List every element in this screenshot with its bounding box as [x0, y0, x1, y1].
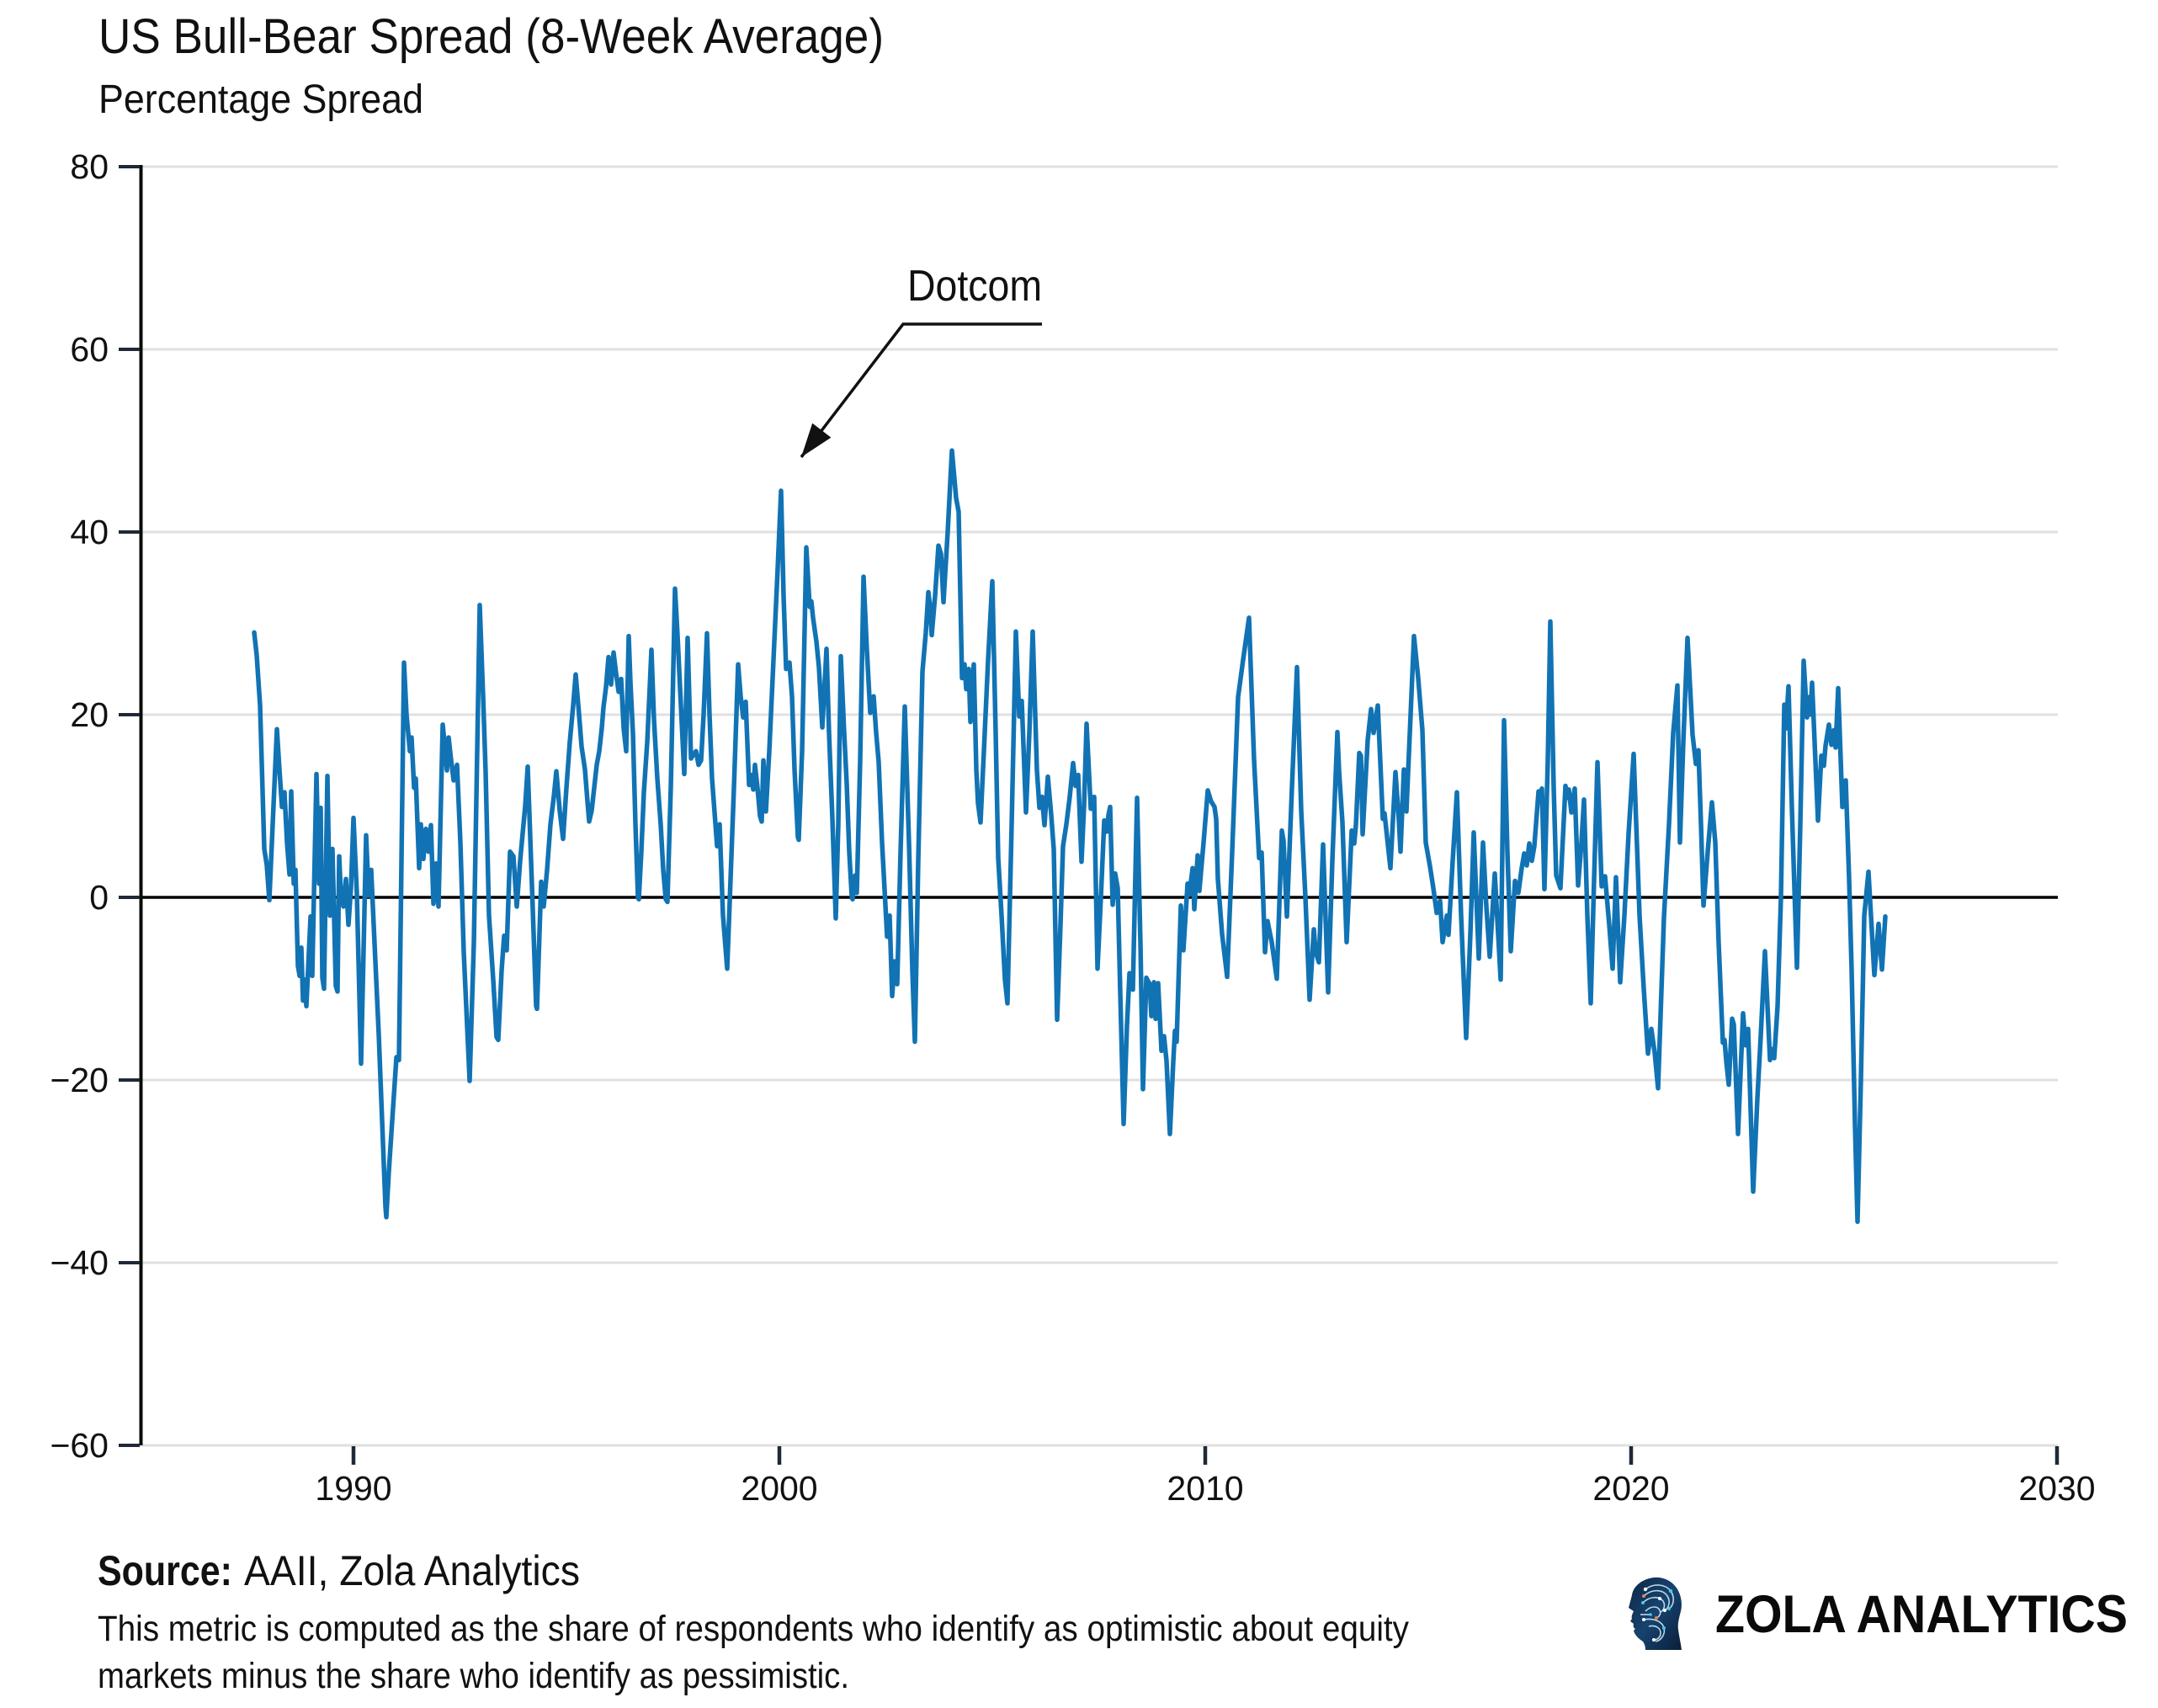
- svg-text:20: 20: [70, 695, 109, 734]
- svg-text:−40: −40: [50, 1243, 109, 1282]
- svg-text:60: 60: [70, 330, 109, 369]
- svg-text:Percentage Spread: Percentage Spread: [98, 77, 423, 122]
- svg-text:US Bull-Bear Spread (8-Week Av: US Bull-Bear Spread (8-Week Average): [98, 9, 884, 64]
- svg-text:This metric is computed as the: This metric is computed as the share of …: [98, 1609, 1409, 1649]
- svg-text:2020: 2020: [1592, 1469, 1669, 1508]
- svg-text:ZOLA ANALYTICS: ZOLA ANALYTICS: [1715, 1585, 2128, 1644]
- svg-text:Source:: Source:: [98, 1547, 232, 1594]
- svg-text:markets minus the share who id: markets minus the share who identify as …: [98, 1656, 849, 1696]
- svg-text:80: 80: [70, 147, 109, 186]
- svg-text:2010: 2010: [1167, 1469, 1243, 1508]
- svg-text:AAII, Zola Analytics: AAII, Zola Analytics: [244, 1547, 580, 1594]
- svg-text:0: 0: [89, 878, 109, 917]
- svg-text:2000: 2000: [741, 1469, 817, 1508]
- svg-text:2030: 2030: [2018, 1469, 2095, 1508]
- svg-text:1990: 1990: [315, 1469, 391, 1508]
- svg-text:Dotcom: Dotcom: [907, 262, 1042, 311]
- svg-text:40: 40: [70, 513, 109, 551]
- svg-text:−20: −20: [50, 1061, 109, 1099]
- svg-text:−60: −60: [50, 1426, 109, 1465]
